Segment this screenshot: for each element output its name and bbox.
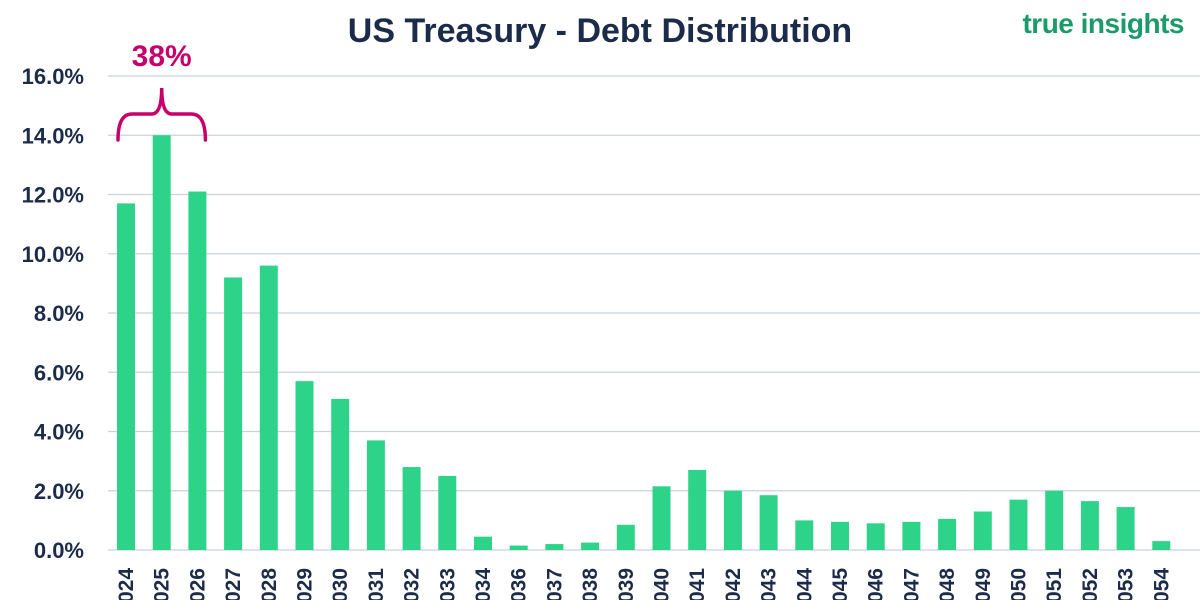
bar [224, 277, 243, 550]
x-tick-label: 2045 [829, 568, 852, 600]
annotation-brace [116, 87, 208, 142]
bar [1080, 501, 1099, 550]
bar [866, 523, 885, 550]
x-tick-label: 2041 [686, 568, 709, 600]
bar [545, 544, 564, 550]
x-tick-label: 2027 [222, 568, 245, 600]
bar [152, 135, 171, 550]
bar [117, 203, 135, 550]
x-tick-label: 2032 [401, 568, 424, 600]
bar [973, 511, 992, 550]
y-tick-label: 12.0% [22, 183, 84, 208]
bar [938, 518, 957, 550]
x-tick-label: 2049 [972, 568, 995, 600]
y-tick-label: 6.0% [34, 360, 84, 385]
x-tick-label: 2039 [615, 568, 638, 600]
bar [795, 520, 814, 550]
x-tick-label: 2048 [936, 568, 959, 600]
x-tick-label: 2040 [651, 568, 674, 600]
chart-title: US Treasury - Debt Distribution [347, 12, 853, 50]
bar [509, 545, 528, 550]
x-tick-label: 2024 [115, 568, 138, 600]
x-tick-label: 2050 [1008, 568, 1031, 600]
x-tick-label: 2054 [1150, 568, 1173, 600]
bar [402, 467, 421, 550]
bar [616, 524, 635, 550]
x-tick-label: 2029 [294, 568, 317, 600]
bar [688, 470, 707, 550]
bar [652, 486, 671, 550]
y-tick-label: 2.0% [34, 479, 84, 504]
x-tick-label: 2030 [329, 568, 352, 600]
y-tick-label: 0.0% [34, 538, 84, 563]
x-tick-label: 2036 [508, 568, 531, 600]
x-tick-label: 2031 [365, 568, 388, 600]
x-tick-label: 2053 [1115, 568, 1138, 600]
x-tick-label: 2026 [186, 568, 209, 600]
bar [259, 265, 278, 550]
bar [1152, 541, 1171, 550]
y-tick-label: 10.0% [22, 242, 84, 267]
x-tick-label: 2046 [865, 568, 888, 600]
brand-logo-part-insights: insights [1080, 8, 1185, 39]
x-tick-label: 2037 [543, 568, 566, 600]
bar [1009, 499, 1028, 550]
x-tick-label: 2028 [258, 568, 281, 600]
bar [438, 475, 457, 550]
x-tick-label: 2042 [722, 568, 745, 600]
x-tick-label: 2047 [900, 568, 923, 600]
x-tick-label: 2038 [579, 568, 602, 600]
bar [1045, 490, 1064, 550]
x-tick-label: 2044 [793, 568, 816, 600]
bar [331, 398, 350, 550]
x-tick-label: 2052 [1079, 568, 1102, 600]
bar [295, 381, 314, 550]
brand-logo: true insights [1022, 8, 1184, 40]
bar [831, 521, 849, 550]
x-tick-label: 2043 [758, 568, 781, 600]
x-tick-label: 2051 [1043, 568, 1066, 600]
y-tick-label: 8.0% [34, 301, 84, 326]
annotation-label: 38% [132, 40, 192, 73]
bar [474, 536, 492, 550]
bar [759, 495, 778, 550]
y-tick-label: 4.0% [34, 420, 84, 445]
brand-logo-part-true: true [1022, 8, 1074, 39]
bar [902, 521, 921, 550]
x-tick-label: 2025 [151, 568, 174, 600]
y-tick-label: 14.0% [22, 123, 84, 148]
bar [723, 490, 742, 550]
x-tick-label: 2034 [472, 568, 495, 600]
bar [188, 191, 207, 550]
bar [581, 542, 600, 550]
bar [366, 440, 385, 550]
y-tick-label: 16.0% [22, 64, 84, 89]
x-tick-label: 2033 [436, 568, 459, 600]
bar [1116, 507, 1135, 550]
